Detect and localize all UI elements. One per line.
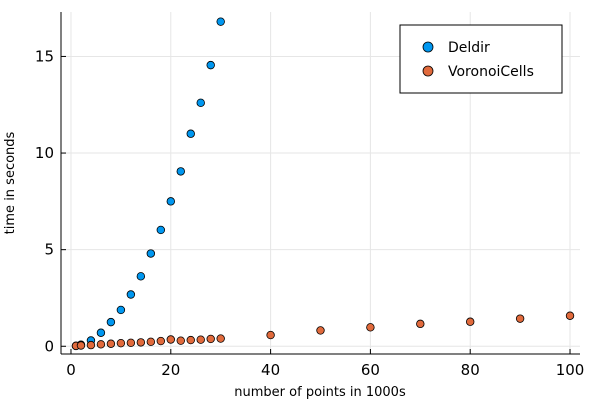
- data-point-deldir: [186, 129, 195, 138]
- data-point-deldir: [206, 60, 215, 70]
- data-point-voronoicells: [316, 326, 325, 335]
- y-tick-label: 15: [35, 47, 54, 65]
- data-point-voronoicells: [106, 339, 116, 348]
- ticks: 0 20 40 60 80 100 0 5 10 15: [35, 47, 584, 379]
- legend: Deldir VoronoiCells: [399, 24, 563, 94]
- x-tick-label: 20: [161, 361, 180, 379]
- legend-marker-voronoicells: [422, 65, 434, 77]
- data-point-deldir: [126, 290, 136, 299]
- y-tick-label: 5: [44, 241, 54, 259]
- legend-label-voronoicells: VoronoiCells: [448, 64, 534, 80]
- data-point-deldir: [136, 272, 146, 281]
- data-point-voronoicells: [266, 330, 275, 340]
- x-tick-label: 80: [461, 361, 480, 379]
- data-point-deldir: [156, 225, 166, 235]
- data-point-voronoicells: [466, 317, 475, 326]
- data-point-voronoicells: [196, 335, 205, 344]
- data-point-voronoicells: [186, 335, 195, 345]
- data-point-voronoicells: [216, 334, 225, 343]
- axis-labels: number of points in 1000s time in second…: [3, 131, 406, 400]
- data-point-voronoicells: [565, 311, 575, 320]
- x-tick-label: 40: [261, 361, 280, 379]
- legend-box: [399, 24, 563, 94]
- data-point-voronoicells: [76, 341, 86, 350]
- axes: [60, 12, 580, 355]
- data-point-voronoicells: [416, 319, 425, 329]
- data-point-deldir: [216, 17, 225, 26]
- data-point-voronoicells: [366, 323, 375, 332]
- data-point-deldir: [166, 197, 175, 206]
- data-point-voronoicells: [156, 336, 166, 346]
- y-tick-label: 0: [44, 337, 54, 355]
- x-tick-label: 100: [556, 361, 585, 379]
- y-axis-label: time in seconds: [3, 131, 18, 234]
- data-points: [71, 17, 575, 351]
- data-point-deldir: [106, 317, 116, 327]
- data-point-deldir: [116, 305, 126, 315]
- data-point-voronoicells: [515, 314, 525, 323]
- data-point-voronoicells: [206, 334, 215, 344]
- x-tick-label: 60: [361, 361, 380, 379]
- data-point-deldir: [176, 167, 185, 176]
- data-point-voronoicells: [126, 338, 136, 347]
- data-point-voronoicells: [136, 338, 146, 347]
- data-point-voronoicells: [176, 336, 185, 345]
- y-tick-label: 10: [35, 144, 54, 162]
- legend-label-deldir: Deldir: [448, 40, 490, 56]
- x-axis-label: number of points in 1000s: [234, 385, 406, 400]
- data-point-voronoicells: [96, 340, 106, 349]
- legend-marker-deldir: [422, 41, 434, 53]
- data-point-voronoicells: [116, 338, 126, 348]
- data-point-voronoicells: [166, 335, 175, 344]
- x-tick-label: 0: [66, 361, 76, 379]
- data-point-deldir: [96, 328, 106, 337]
- data-point-deldir: [196, 98, 205, 108]
- data-point-deldir: [146, 249, 156, 258]
- data-point-voronoicells: [86, 340, 96, 350]
- data-point-voronoicells: [146, 337, 156, 347]
